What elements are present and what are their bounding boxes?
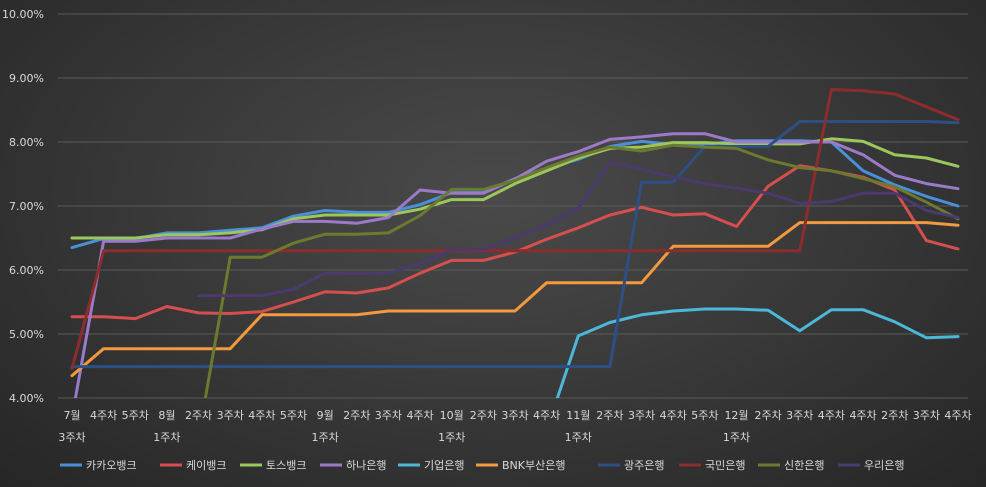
x-tick-label: 4주차 [944,409,971,422]
y-tick-label: 9.00% [9,72,44,85]
x-tick-label: 9월 [317,409,334,422]
y-tick-label: 10.00% [2,8,44,21]
y-tick-label: 5.00% [9,328,44,341]
x-tick-label: 2주차 [596,409,623,422]
x-tick-label: 5주차 [280,409,307,422]
series-line-8 [203,143,960,398]
series-line-4 [555,307,960,398]
x-tick-sublabel: 1주차 [312,431,339,444]
legend-label: 카카오뱅크 [86,459,137,472]
y-tick-label: 8.00% [9,136,44,149]
x-tick-sublabel: 3주차 [58,431,85,444]
y-axis-tick-labels: 4.00% 5.00% 6.00% 7.00% 8.00% 9.00% 10.00% [2,8,44,405]
x-tick-label: 3주차 [501,409,528,422]
x-tick-label: 2주차 [343,409,370,422]
x-tick-label: 3주차 [786,409,813,422]
x-tick-label: 2주차 [185,409,212,422]
series-line-5 [70,221,960,378]
x-tick-label: 8월 [158,409,175,422]
x-axis-tick-labels: 7월 3주차 4주차 5주차 8월 1주차 2주차 3주차 4주차 5주차 9월 1주차 2주차 3주차 4… [58,409,971,444]
x-tick-label: 4주차 [849,409,876,422]
x-tick-label: 4주차 [406,409,433,422]
x-tick-label: 11월 [566,409,590,422]
legend-label: 기업은행 [424,459,464,472]
series-line-3 [73,132,960,398]
series-line-7 [70,88,960,371]
x-tick-label: 2주차 [755,409,782,422]
series-line-6 [70,120,960,369]
x-tick-label: 5주차 [691,409,718,422]
series-lines [70,88,960,398]
x-tick-label: 3주차 [375,409,402,422]
y-tick-label: 6.00% [9,264,44,277]
legend: 카카오뱅크 케이뱅크 토스뱅크 하나은행 기업은행 BNK부산은행 광주은행 국민은행 신한은행… [60,458,904,472]
x-tick-sublabel: 1주차 [565,431,592,444]
x-tick-label: 4주차 [533,409,560,422]
legend-label: 케이뱅크 [186,459,226,472]
x-tick-label: 4주차 [660,409,687,422]
x-tick-label: 10월 [440,409,464,422]
legend-label: 국민은행 [705,459,745,472]
gridlines [58,13,968,399]
y-tick-label: 4.00% [9,392,44,405]
x-tick-label: 2주차 [470,409,497,422]
legend-label: 하나은행 [346,458,386,472]
legend-label: BNK부산은행 [502,459,565,472]
legend-label: 우리은행 [864,459,904,472]
x-tick-label: 5주차 [122,409,149,422]
legend-label: 신한은행 [784,459,824,472]
series-line-0 [70,139,960,250]
x-tick-label: 12월 [724,409,748,422]
x-tick-label: 2주차 [881,409,908,422]
y-tick-label: 7.00% [9,200,44,213]
x-tick-sublabel: 1주차 [153,431,180,444]
x-tick-sublabel: 1주차 [438,431,465,444]
series-line-9 [197,161,960,298]
legend-label: 광주은행 [624,459,664,472]
x-tick-label: 3주차 [217,409,244,422]
x-tick-label: 4주차 [248,409,275,422]
x-tick-label: 4주차 [818,409,845,422]
x-tick-label: 3주차 [913,409,940,422]
x-tick-sublabel: 1주차 [723,431,750,444]
x-tick-label: 3주차 [628,409,655,422]
legend-label: 토스뱅크 [266,459,306,472]
x-tick-label: 7월 [63,409,80,422]
x-tick-label: 4주차 [90,409,117,422]
